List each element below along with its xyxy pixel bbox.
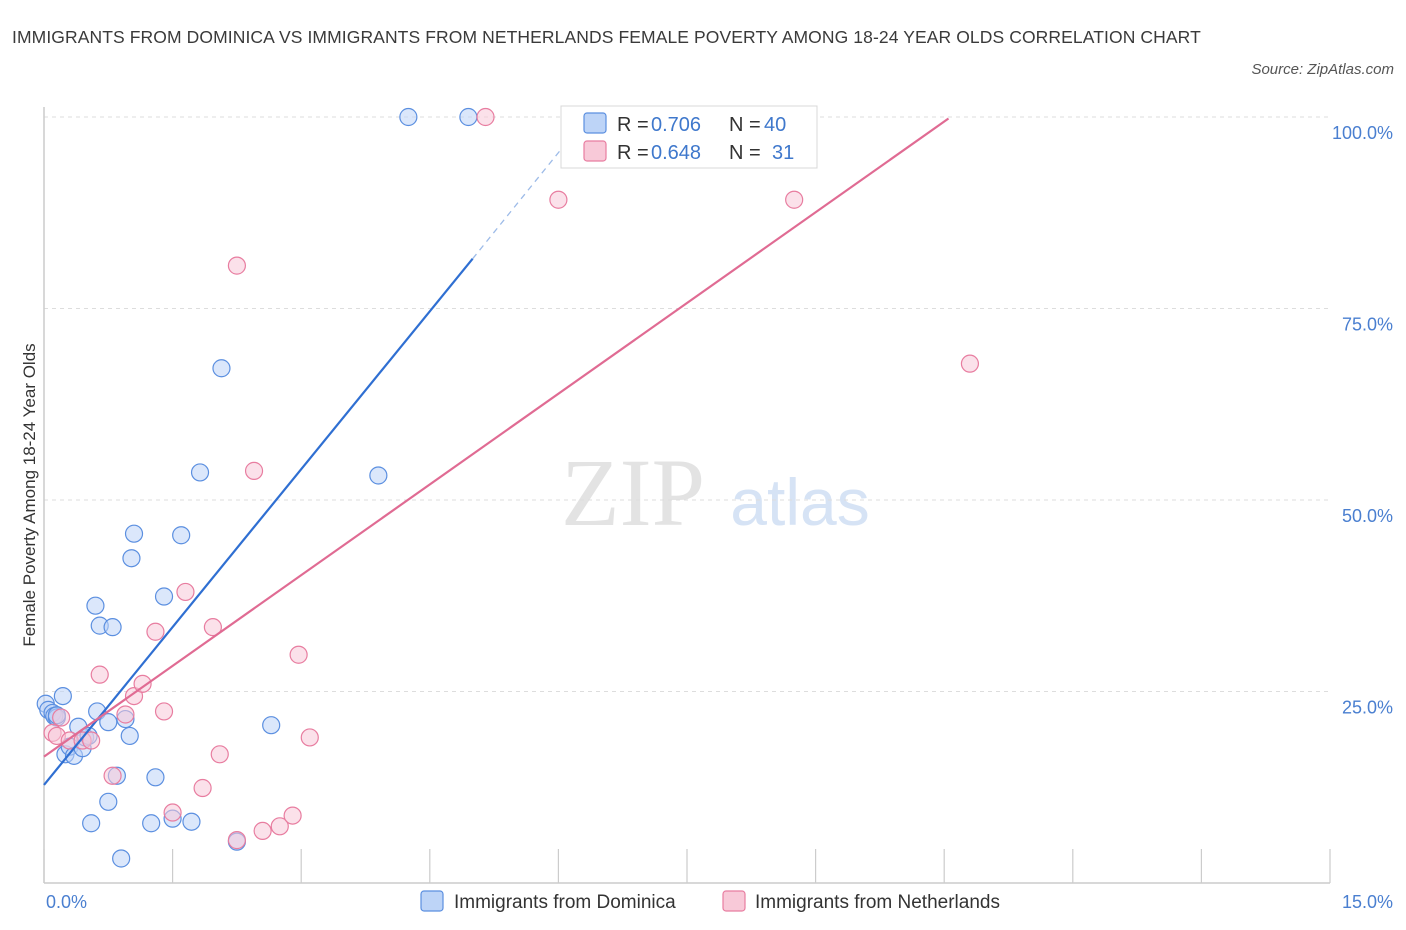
point-netherlands: [133, 674, 152, 693]
point-dominica: [103, 618, 122, 637]
trend-lines: [43, 117, 950, 786]
point-dominica: [122, 549, 141, 568]
point-netherlands: [193, 778, 212, 798]
point-netherlands: [52, 708, 71, 727]
point-dominica: [53, 686, 72, 706]
point-netherlands: [103, 766, 122, 785]
x-tick-label: 0.0%: [46, 892, 87, 912]
point-netherlands: [116, 705, 135, 724]
stats-r-value-dominica: 0.706: [651, 114, 701, 136]
point-netherlands: [244, 461, 264, 480]
point-dominica: [399, 107, 418, 127]
series-dominica-points: [36, 107, 478, 868]
y-tick-label: 25.0%: [1342, 698, 1393, 718]
stats-swatch-netherlands: [583, 140, 607, 162]
point-netherlands: [253, 821, 272, 841]
point-dominica: [459, 107, 478, 127]
legend-label-netherlands: Immigrants from Netherlands: [755, 892, 1000, 913]
point-netherlands: [90, 665, 109, 684]
point-netherlands: [146, 622, 165, 641]
point-dominica: [99, 713, 118, 732]
point-dominica: [112, 849, 131, 868]
series-netherlands-points: [43, 107, 980, 850]
point-dominica: [120, 726, 139, 746]
point-netherlands: [300, 728, 319, 747]
point-dominica: [190, 463, 210, 482]
y-tick-label: 75.0%: [1342, 315, 1393, 335]
point-netherlands: [163, 803, 182, 822]
stats-legend: R = 0.706 N = 40 R = 0.648 N = 31: [560, 105, 818, 169]
point-netherlands: [289, 645, 308, 664]
point-dominica: [99, 792, 118, 811]
point-netherlands: [203, 618, 222, 637]
y-tick-labels: 25.0% 50.0% 75.0% 100.0%: [1332, 123, 1393, 718]
point-netherlands: [476, 107, 495, 127]
y-tick-label: 50.0%: [1342, 506, 1393, 526]
y-tick-label: 100.0%: [1332, 123, 1393, 143]
point-netherlands: [210, 745, 229, 764]
point-dominica: [182, 812, 201, 831]
point-netherlands: [227, 256, 246, 275]
x-tick-label: 15.0%: [1342, 892, 1393, 912]
stats-n-value-netherlands: 31: [772, 142, 794, 164]
point-netherlands: [283, 806, 302, 825]
legend-swatch-netherlands: [722, 890, 746, 912]
point-dominica: [82, 814, 101, 833]
legend-swatch-dominica: [420, 890, 444, 912]
chart-title: IMMIGRANTS FROM DOMINICA VS IMMIGRANTS F…: [12, 27, 1201, 47]
x-ticks: [43, 849, 1331, 883]
point-netherlands: [785, 190, 804, 209]
stats-swatch-dominica: [583, 112, 607, 134]
point-dominica: [262, 716, 281, 735]
point-netherlands: [270, 817, 289, 836]
point-netherlands: [549, 190, 568, 209]
trendline-netherlands: [43, 117, 950, 758]
point-dominica: [142, 814, 161, 833]
gridlines: [44, 116, 1330, 692]
data-points: [36, 107, 980, 868]
legend: Immigrants from Dominica Immigrants from…: [420, 890, 1000, 913]
point-netherlands: [154, 702, 174, 721]
stats-r-label-dominica: R =: [617, 114, 649, 136]
point-dominica: [124, 524, 144, 543]
point-dominica: [86, 596, 105, 615]
watermark-atlas: atlas: [730, 465, 869, 539]
y-axis-label: Female Poverty Among 18-24 Year Olds: [20, 343, 39, 646]
point-dominica: [154, 587, 174, 606]
stats-n-label-dominica: N =: [729, 114, 761, 136]
trendline-dominica: [43, 258, 474, 786]
point-dominica: [369, 466, 388, 485]
point-dominica: [172, 526, 191, 545]
stats-n-label-netherlands: N =: [729, 142, 761, 164]
stats-n-value-dominica: 40: [764, 114, 786, 136]
stats-r-value-netherlands: 0.648: [651, 142, 701, 164]
point-netherlands: [176, 582, 195, 602]
point-dominica: [212, 359, 231, 378]
point-netherlands: [960, 354, 980, 373]
source-credit: Source: ZipAtlas.com: [1251, 61, 1394, 78]
point-dominica: [146, 768, 165, 787]
point-netherlands: [82, 731, 101, 750]
stats-r-label-netherlands: R =: [617, 142, 649, 164]
point-netherlands: [227, 831, 246, 850]
watermark-zip: ZIP: [561, 439, 705, 546]
x-tick-labels: 0.0% 15.0%: [46, 892, 1393, 912]
legend-label-dominica: Immigrants from Dominica: [454, 892, 676, 913]
